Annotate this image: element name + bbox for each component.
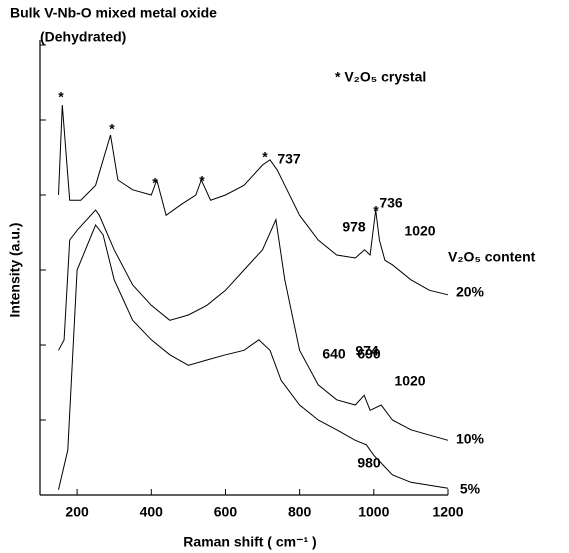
x-tick-label: 600 xyxy=(214,504,238,520)
series-label: 10% xyxy=(456,431,485,447)
series-line xyxy=(58,209,449,441)
annotation: 974 xyxy=(355,343,379,359)
annotation: 640 xyxy=(322,346,346,362)
annotation: * xyxy=(373,203,379,219)
annotation: 690 xyxy=(357,346,381,362)
x-tick-label: 1200 xyxy=(432,504,463,520)
series-line xyxy=(58,224,449,490)
annotation: * xyxy=(109,121,115,137)
x-tick-label: 1000 xyxy=(358,504,389,520)
series-label: 20% xyxy=(456,284,485,300)
annotation: * xyxy=(58,89,64,105)
legend-title: V₂O₅ content xyxy=(448,249,536,265)
series-line xyxy=(58,104,449,296)
chart-subtitle: (Dehydrated) xyxy=(40,29,126,45)
x-axis-label: Raman shift ( cm⁻¹ ) xyxy=(183,534,316,550)
annotation: 978 xyxy=(342,219,366,235)
x-tick-label: 400 xyxy=(140,504,164,520)
x-tick-label: 800 xyxy=(288,504,312,520)
annotation: * xyxy=(152,175,158,191)
annotation: 980 xyxy=(357,455,381,471)
annotation: 737 xyxy=(277,151,301,167)
annotation: 1020 xyxy=(394,373,425,389)
annotation: * xyxy=(199,173,205,189)
series-label: 5% xyxy=(460,481,481,497)
y-axis-label: Intensity (a.u.) xyxy=(7,223,23,318)
chart-title: Bulk V-Nb-O mixed metal oxide xyxy=(10,5,217,21)
annotation: * xyxy=(262,149,268,165)
x-tick-label: 200 xyxy=(65,504,89,520)
annotation: 1020 xyxy=(404,223,435,239)
annotation: 736 xyxy=(379,195,403,211)
note: * V₂O₅ crystal xyxy=(335,69,426,85)
